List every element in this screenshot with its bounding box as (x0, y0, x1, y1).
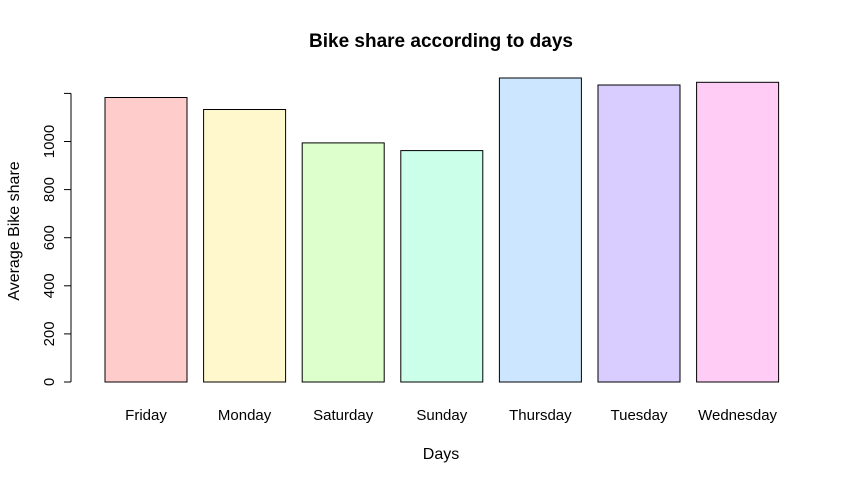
bar-friday (104, 97, 188, 383)
y-tick-label-0: 0 (41, 378, 58, 386)
x-tick-label-wednesday: Wednesday (698, 407, 777, 424)
y-tick-label-1000: 1000 (41, 125, 58, 158)
bar-monday (203, 109, 287, 383)
y-axis-label: Average Bike share (6, 161, 23, 300)
y-tick-label-800: 800 (41, 177, 58, 202)
chart-title: Bike share according to days (309, 31, 573, 52)
bar-tuesday (597, 84, 681, 383)
x-tick-label-sunday: Sunday (416, 407, 467, 424)
x-tick-label-saturday: Saturday (313, 407, 374, 424)
bar-thursday (498, 77, 582, 383)
bar-wednesday (696, 81, 780, 383)
x-axis-label: Days (423, 446, 459, 463)
y-tick-label-600: 600 (41, 225, 58, 250)
y-axis: 0 200 400 600 800 1000 (41, 92, 72, 386)
x-tick-label-monday: Monday (218, 407, 272, 424)
bar-saturday (301, 142, 385, 383)
x-tick-label-friday: Friday (125, 407, 167, 424)
x-tick-label-tuesday: Tuesday (611, 407, 668, 424)
y-tick-label-200: 200 (41, 321, 58, 346)
y-tick-label-400: 400 (41, 273, 58, 298)
bars-group (104, 77, 780, 383)
x-tick-label-thursday: Thursday (509, 407, 572, 424)
bar-sunday (400, 150, 484, 383)
x-axis-categories: Friday Monday Saturday Sunday Thursday Tuesda… (125, 407, 777, 424)
